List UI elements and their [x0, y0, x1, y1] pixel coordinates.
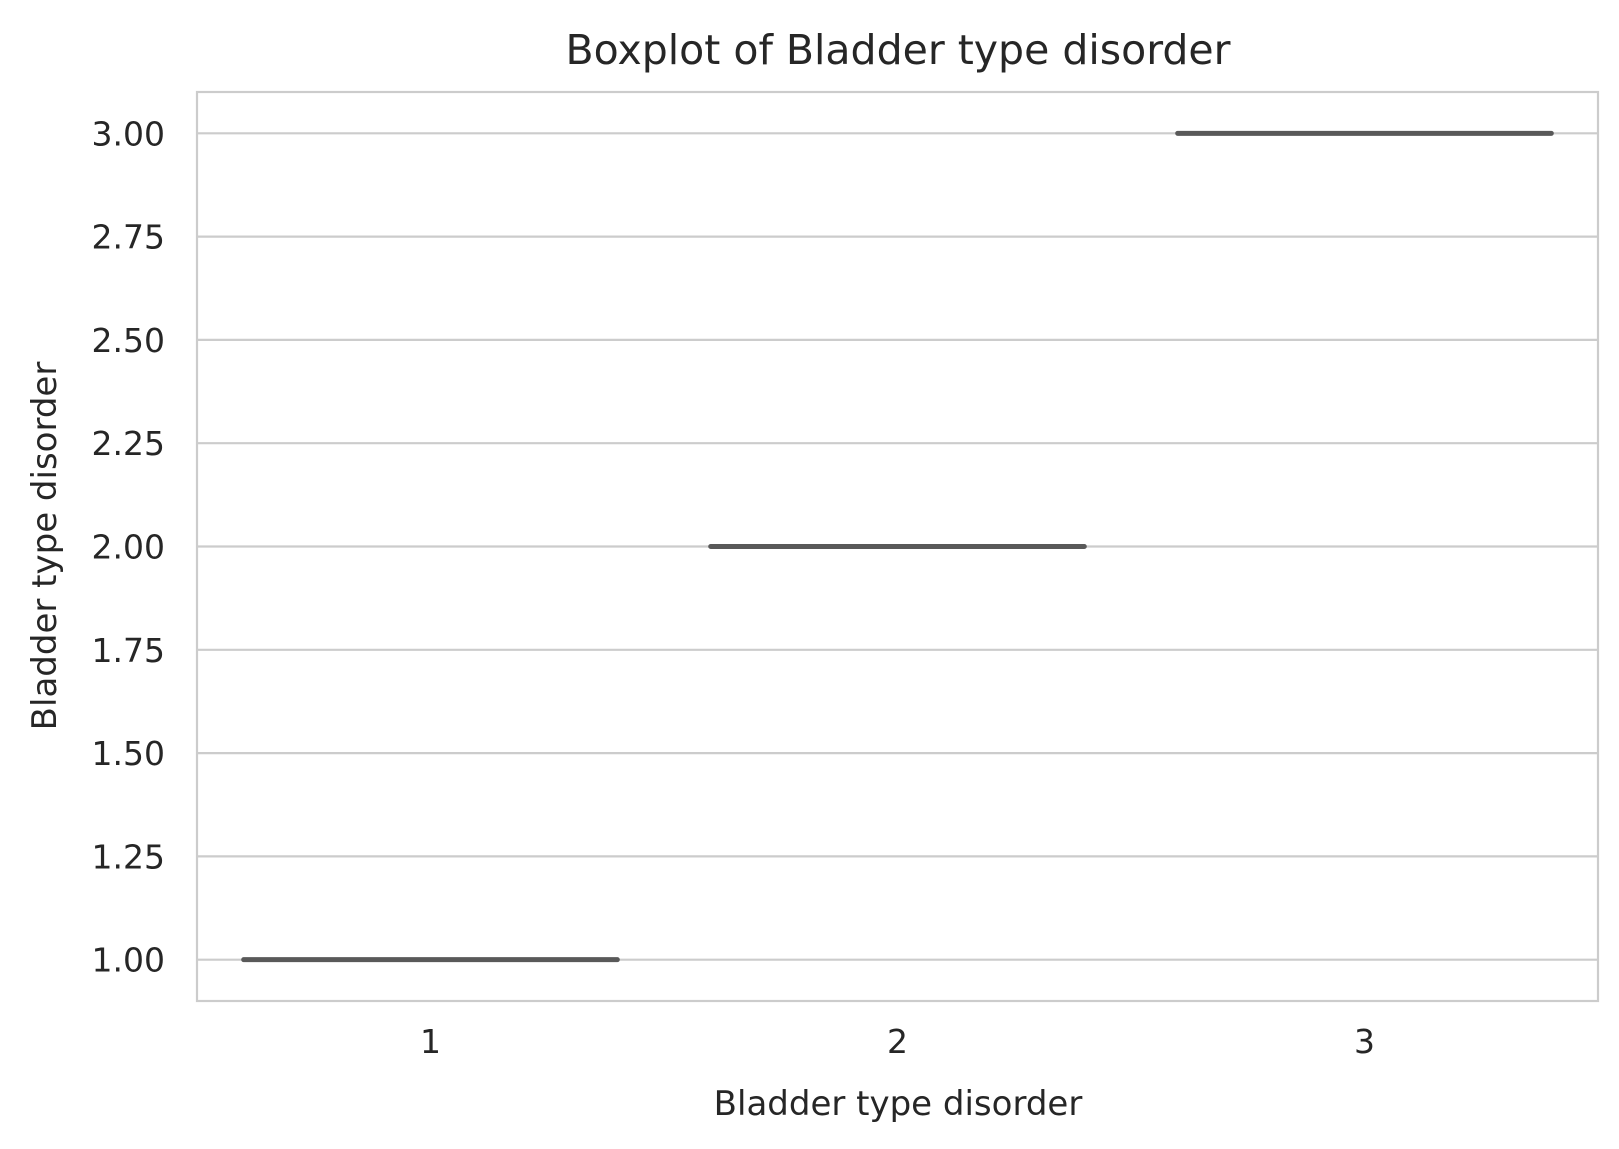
y-tick-labels: 1.00 1.25 1.50 1.75 2.00 2.25 2.50 2.75 3.00: [92, 114, 165, 979]
y-tick-label: 2.75: [92, 218, 165, 257]
y-tick-label: 1.50: [92, 734, 165, 773]
x-axis-label: Bladder type disorder: [714, 1084, 1083, 1124]
y-axis-label: Bladder type disorder: [25, 362, 65, 731]
y-tick-label: 1.25: [92, 837, 165, 876]
y-tick-label: 1.00: [92, 941, 165, 980]
x-tick-labels: 1 2 3: [420, 1022, 1375, 1061]
y-tick-label: 2.50: [92, 321, 165, 360]
x-tick-label: 1: [420, 1022, 441, 1061]
y-tick-label: 2.25: [92, 424, 165, 463]
x-tick-label: 2: [887, 1022, 908, 1061]
boxes: [241, 130, 1554, 963]
y-tick-label: 3.00: [92, 114, 165, 153]
x-tick-label: 3: [1354, 1022, 1375, 1061]
y-tick-label: 1.75: [92, 631, 165, 670]
y-tick-label: 2.00: [92, 528, 165, 567]
plot-frame: [195, 90, 1600, 1003]
chart-title: Boxplot of Bladder type disorder: [566, 26, 1231, 74]
